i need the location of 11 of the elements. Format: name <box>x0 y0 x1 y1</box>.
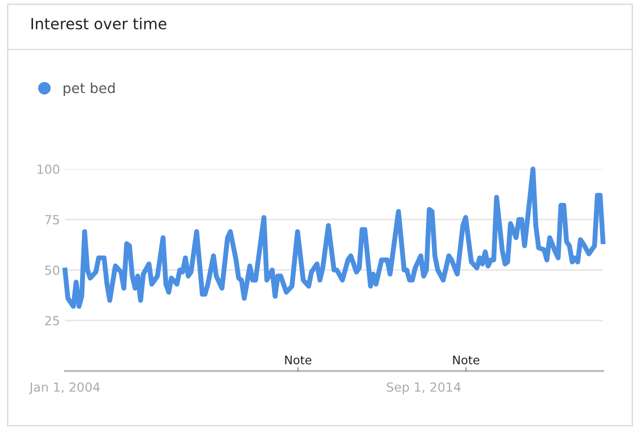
chart-title: Interest over time <box>32 18 166 30</box>
line-series <box>62 166 606 309</box>
y-tick-label: 25 <box>45 316 60 326</box>
y-tick-label: 75 <box>45 215 60 224</box>
annotation: Note <box>453 356 480 364</box>
y-tick-label: 100 <box>38 164 60 174</box>
y-tick-label: 50 <box>45 265 60 275</box>
legend-label: pet bed <box>64 82 115 96</box>
x-tick-label: Jan 1, 2004 <box>28 382 100 394</box>
x-tick-label: Sep 1, 2014 <box>386 382 461 394</box>
annotation: Note <box>285 356 312 364</box>
